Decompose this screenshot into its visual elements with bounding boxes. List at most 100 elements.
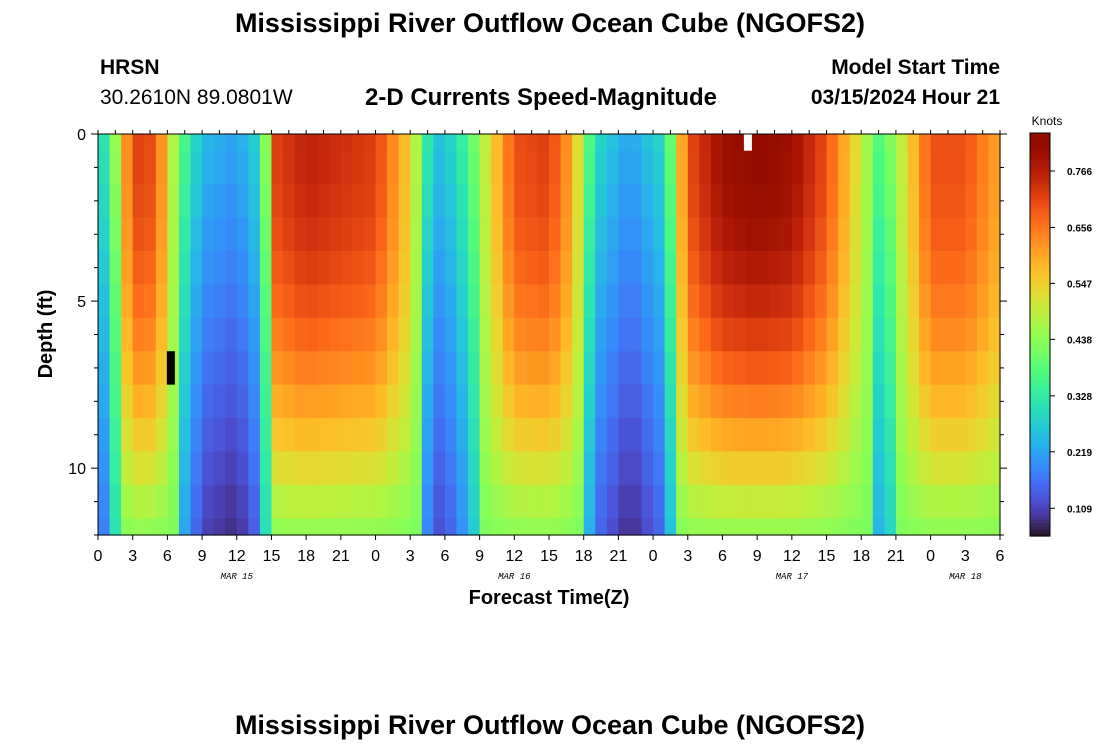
heatmap-cell (734, 418, 747, 453)
heatmap-cell (560, 134, 573, 152)
heatmap-cell (872, 484, 885, 519)
date-labels: MAR 15 MAR 16 MAR 17 MAR 18 (221, 572, 983, 582)
y-axis-title: Depth (ft) (35, 290, 57, 379)
heatmap-cell (930, 451, 943, 486)
colorbar-segment (1030, 173, 1050, 178)
heatmap-cell (710, 134, 724, 152)
heatmap-cell (283, 518, 296, 536)
colorbar-segment (1030, 317, 1050, 322)
colorbar-segment (1030, 196, 1050, 201)
heatmap-cell (109, 250, 122, 285)
heatmap-cell (791, 451, 805, 486)
heatmap-cell (572, 317, 585, 352)
heatmap-cell (178, 351, 192, 386)
heatmap-cell (433, 134, 446, 152)
colorbar-segment (1030, 294, 1050, 299)
colorbar-segment (1030, 398, 1050, 403)
heatmap-cell (826, 518, 839, 536)
heatmap-cell (942, 351, 955, 386)
heatmap-cell (479, 134, 492, 152)
heatmap-cell (780, 418, 793, 453)
heatmap-cell (502, 217, 515, 252)
heatmap-cell (537, 518, 550, 536)
heatmap-cell (618, 284, 631, 319)
heatmap-cell (363, 518, 377, 536)
missing-cells (166, 134, 752, 385)
colorbar-segment (1030, 274, 1050, 279)
heatmap-cell (722, 217, 735, 252)
heatmap-cell (213, 418, 226, 453)
heatmap-cell (433, 351, 446, 386)
heatmap-cell (641, 384, 654, 419)
heatmap-cell (236, 484, 249, 519)
heatmap-cell (363, 250, 377, 285)
heatmap-cell (352, 250, 365, 285)
heatmap-cell (780, 351, 793, 386)
heatmap-cell (132, 451, 145, 486)
heatmap-cell (421, 351, 434, 386)
heatmap-cell (178, 150, 192, 185)
heatmap-cell (491, 518, 504, 536)
heatmap-cell (583, 184, 596, 219)
heatmap-cell (109, 351, 122, 386)
heatmap-cell (826, 418, 839, 453)
heatmap-cell (410, 484, 423, 519)
heatmap-cell (618, 351, 631, 386)
heatmap-cell (572, 217, 585, 252)
heatmap-cell (861, 217, 874, 252)
heatmap-cell (710, 150, 724, 185)
heatmap-cell (340, 518, 354, 536)
heatmap-cell (375, 150, 388, 185)
heatmap-cell (641, 217, 654, 252)
colorbar-segment (1030, 280, 1050, 285)
heatmap-cell (537, 351, 550, 386)
heatmap-cell (976, 134, 990, 152)
heatmap-cell (687, 351, 700, 386)
heatmap-cell (745, 451, 758, 486)
colorbar-segment (1030, 394, 1050, 399)
heatmap-cell (965, 184, 978, 219)
heatmap-cell (791, 418, 805, 453)
heatmap-cell (190, 250, 203, 285)
heatmap-cell (190, 351, 203, 386)
heatmap-cell (132, 250, 145, 285)
x-tick-label: 3 (683, 548, 692, 565)
x-tick-label: 6 (440, 548, 449, 565)
heatmap-cell (109, 451, 122, 486)
heatmap-cell (791, 384, 805, 419)
heatmap-cell (155, 134, 168, 152)
heatmap-cell (109, 484, 122, 519)
heatmap-cell (306, 317, 319, 352)
heatmap-cell (710, 351, 724, 386)
heatmap-cell (421, 317, 434, 352)
colorbar-segment (1030, 341, 1050, 346)
heatmap-cell (514, 250, 527, 285)
x-axis-title: Forecast Time(Z) (469, 587, 630, 609)
colorbar-segment (1030, 445, 1050, 450)
heatmap-cell (225, 351, 238, 386)
x-tick-label: 15 (263, 548, 281, 565)
heatmap-cell (213, 284, 226, 319)
x-tick-label: 18 (575, 548, 593, 565)
heatmap-cell (132, 384, 145, 419)
heatmap-cell (791, 250, 805, 285)
heatmap-cell (248, 351, 261, 386)
heatmap-cell (988, 518, 1001, 536)
heatmap-cell (907, 184, 920, 219)
heatmap-cell (919, 134, 932, 152)
heatmap-cell (502, 284, 515, 319)
heatmap-cell (537, 317, 550, 352)
heatmap-cell (687, 250, 700, 285)
heatmap-cell (768, 317, 781, 352)
heatmap-cell (907, 250, 920, 285)
heatmap-cell (757, 134, 770, 152)
heatmap-cell (514, 351, 527, 386)
heatmap-cell (537, 484, 550, 519)
y-axis: 0 5 10 (68, 127, 1007, 536)
heatmap-cell (965, 351, 978, 386)
heatmap-cell (155, 317, 168, 352)
heatmap-cell (861, 384, 874, 419)
heatmap-cell (780, 317, 793, 352)
heatmap-cell (664, 250, 677, 285)
page-title: Mississippi River Outflow Ocean Cube (NG… (234, 8, 866, 38)
